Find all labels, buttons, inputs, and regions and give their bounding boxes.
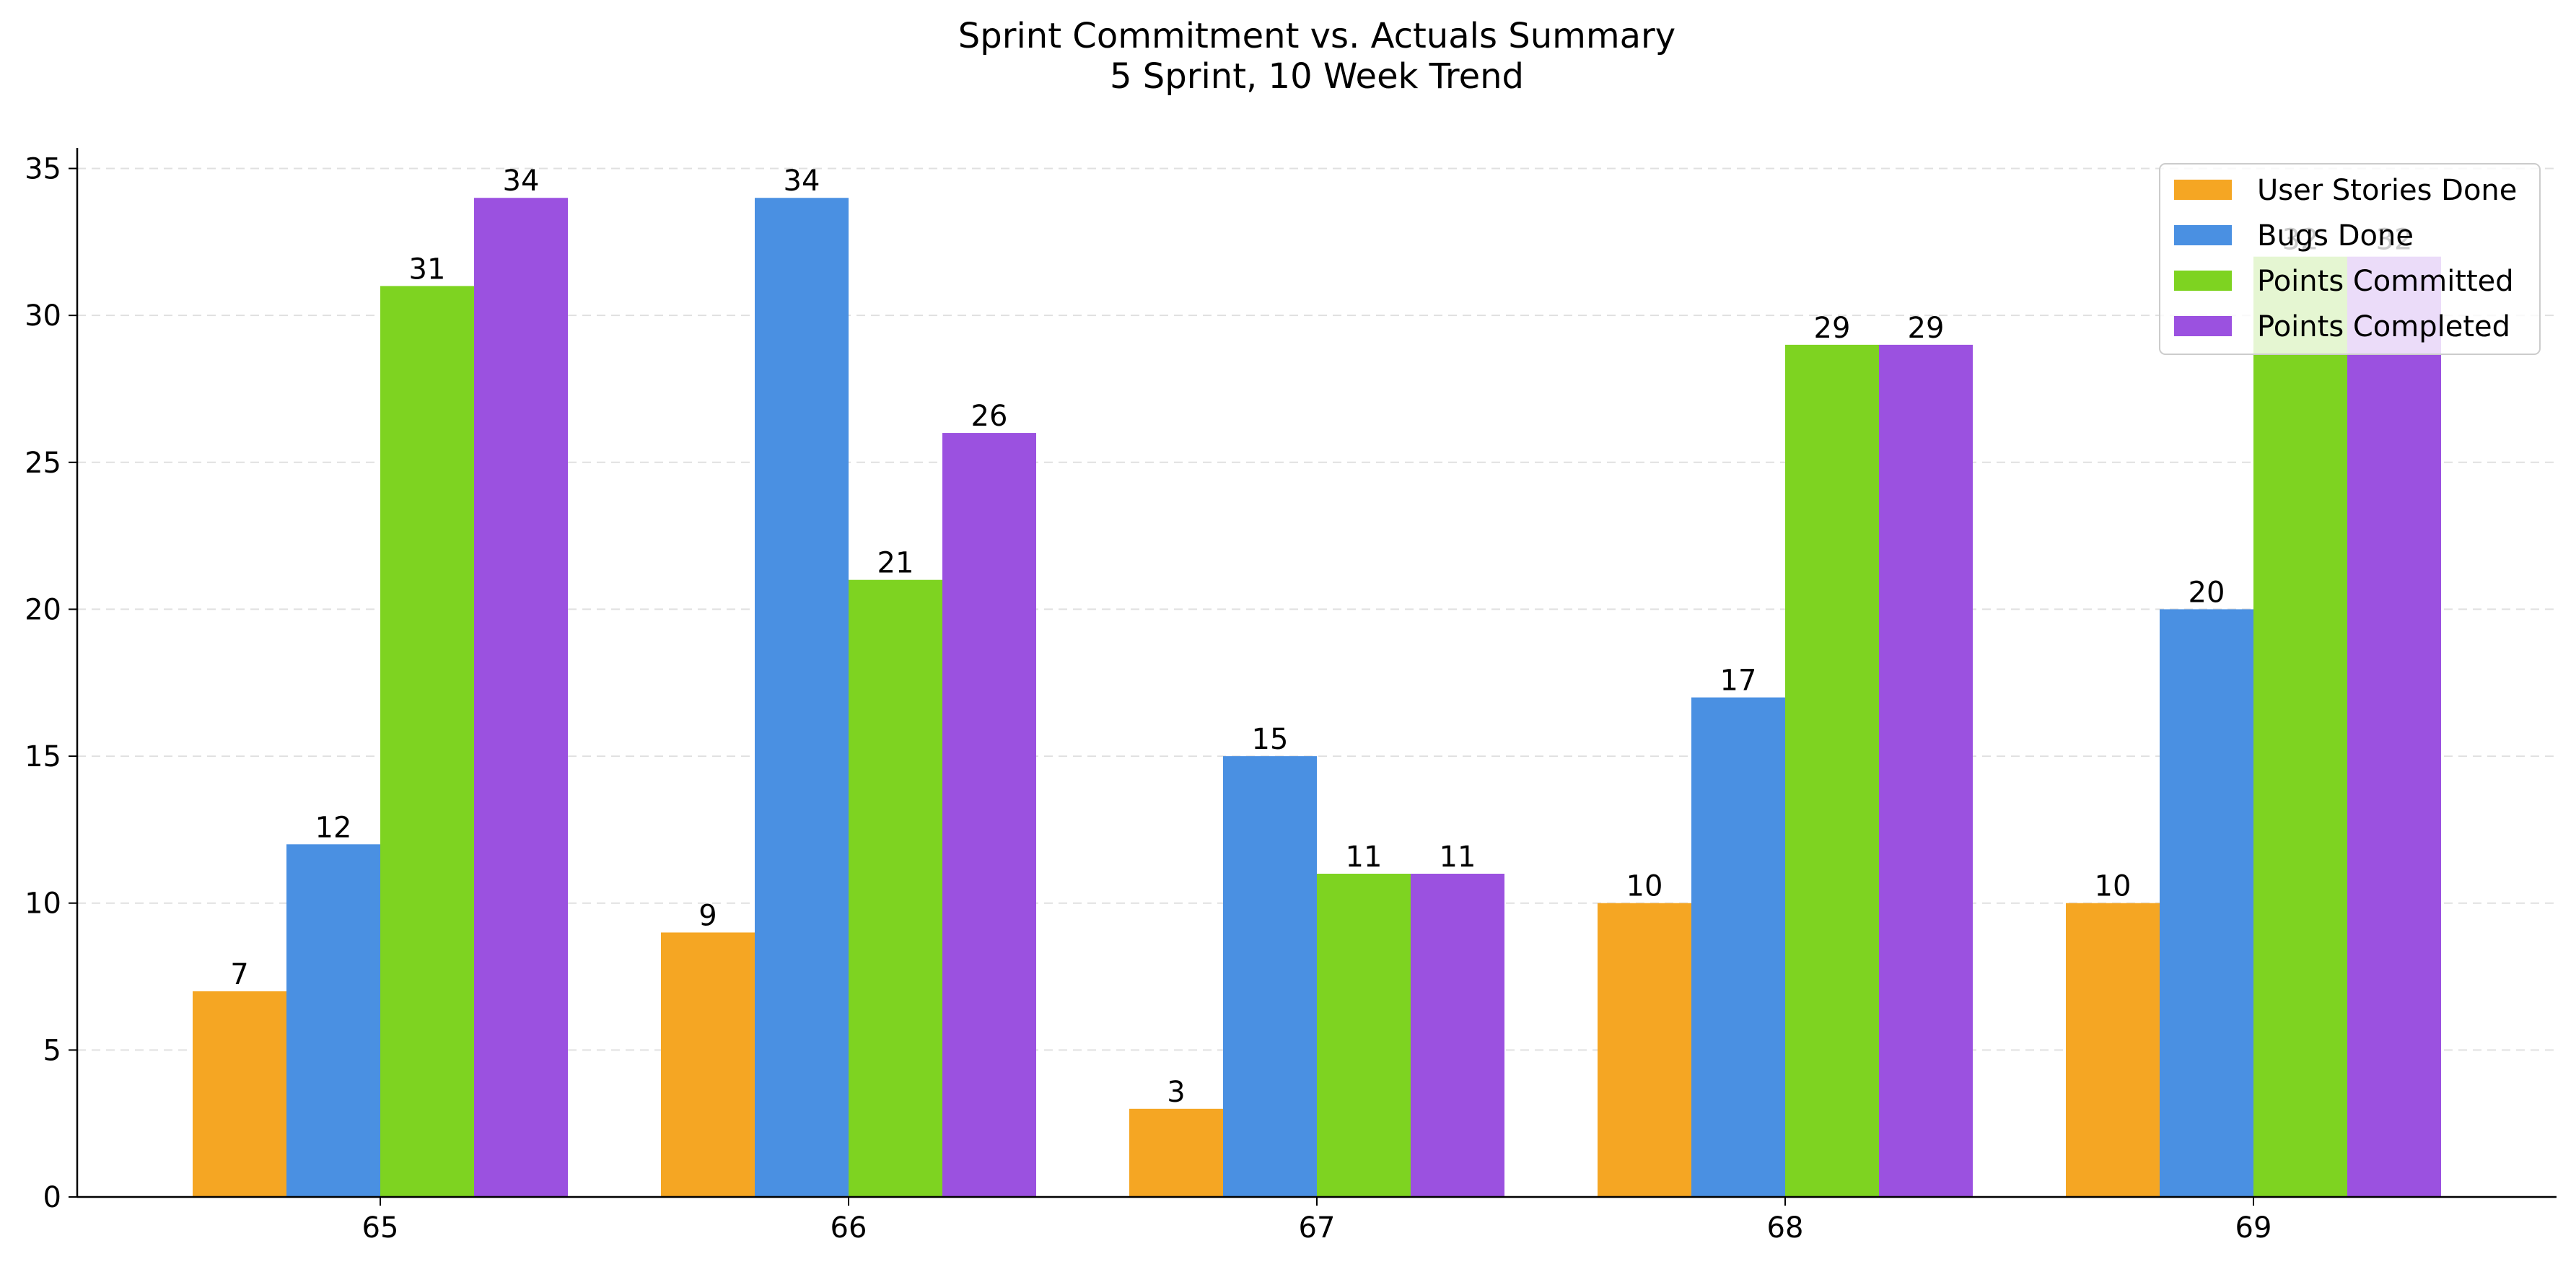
data-label-points-completed-67: 11: [1440, 841, 1476, 874]
axes: 0 5 10 15 20 25 30 35 65 66 67 68 69: [25, 148, 2557, 1245]
y-tick-label-35: 35: [25, 153, 61, 186]
legend-swatch-points-committed: [2174, 271, 2232, 291]
data-label-user-stories-done-67: 3: [1167, 1076, 1185, 1109]
y-tick-label-25: 25: [25, 447, 61, 480]
data-label-points-completed-66: 26: [971, 400, 1008, 433]
bar-points-committed-66: [849, 579, 942, 1197]
data-label-user-stories-done-65: 7: [230, 958, 248, 991]
bar-bugs-done-65: [286, 844, 380, 1197]
bar-user-stories-done-67: [1129, 1108, 1223, 1197]
legend: User Stories Done Bugs Done Points Committ…: [2159, 163, 2541, 355]
legend-label-points-committed: Points Committed: [2257, 265, 2514, 298]
data-label-points-completed-65: 34: [503, 165, 540, 198]
legend-swatch-bugs-done: [2174, 225, 2232, 245]
bar-points-committed-67: [1317, 873, 1411, 1197]
legend-swatch-user-stories-done: [2174, 180, 2232, 200]
bar-user-stories-done-69: [2066, 903, 2160, 1197]
legend-swatch-points-completed: [2174, 316, 2232, 336]
y-tick-label-30: 30: [25, 299, 61, 333]
legend-box: [2159, 163, 2541, 355]
data-label-bugs-done-68: 17: [1720, 664, 1757, 698]
y-tick-label-15: 15: [25, 740, 61, 773]
bar-bugs-done-69: [2160, 609, 2253, 1197]
data-label-points-committed-67: 11: [1346, 841, 1383, 874]
x-tick-label-69: 69: [2235, 1211, 2272, 1245]
bar-user-stories-done-68: [1598, 903, 1691, 1197]
y-tick-label-5: 5: [43, 1034, 61, 1067]
y-tick-label-10: 10: [25, 887, 61, 921]
bar-bugs-done-67: [1223, 756, 1317, 1197]
bar-points-completed-67: [1411, 873, 1504, 1197]
y-tick-label-0: 0: [43, 1181, 61, 1214]
data-label-user-stories-done-66: 9: [698, 899, 717, 932]
legend-label-bugs-done: Bugs Done: [2257, 219, 2414, 253]
data-label-points-committed-65: 31: [409, 253, 446, 286]
data-label-bugs-done-69: 20: [2189, 576, 2225, 609]
x-tick-label-66: 66: [831, 1211, 867, 1245]
data-label-points-committed-66: 21: [877, 547, 914, 580]
bar-points-completed-68: [1879, 344, 1973, 1198]
legend-label-points-completed: Points Completed: [2257, 310, 2510, 343]
x-tick-label-67: 67: [1299, 1211, 1336, 1245]
data-label-points-committed-68: 29: [1814, 312, 1851, 345]
data-label-user-stories-done-68: 10: [1626, 870, 1663, 903]
chart-title: Sprint Commitment vs. Actuals Summary: [958, 16, 1675, 56]
bar-points-committed-68: [1785, 344, 1879, 1198]
bar-bugs-done-68: [1691, 697, 1785, 1197]
bar-user-stories-done-65: [193, 991, 286, 1197]
bar-user-stories-done-66: [661, 932, 755, 1197]
data-label-points-completed-68: 29: [1908, 312, 1945, 345]
y-tick-label-20: 20: [25, 593, 61, 626]
bar-points-completed-65: [474, 198, 568, 1198]
x-tick-label-68: 68: [1767, 1211, 1804, 1245]
legend-label-user-stories-done: User Stories Done: [2257, 174, 2517, 207]
chart-subtitle: 5 Sprint, 10 Week Trend: [1110, 56, 1524, 97]
data-label-bugs-done-66: 34: [784, 165, 820, 198]
data-label-bugs-done-67: 15: [1252, 723, 1289, 756]
data-label-bugs-done-65: 12: [315, 811, 352, 844]
bar-points-completed-66: [942, 433, 1036, 1197]
data-label-user-stories-done-69: 10: [2095, 870, 2132, 903]
bar-bugs-done-66: [755, 198, 849, 1198]
bar-points-committed-65: [380, 286, 474, 1197]
bars: [193, 198, 2441, 1198]
bar-points-committed-69: [2253, 256, 2347, 1197]
bar-points-completed-69: [2347, 256, 2441, 1197]
x-tick-label-65: 65: [362, 1211, 399, 1245]
